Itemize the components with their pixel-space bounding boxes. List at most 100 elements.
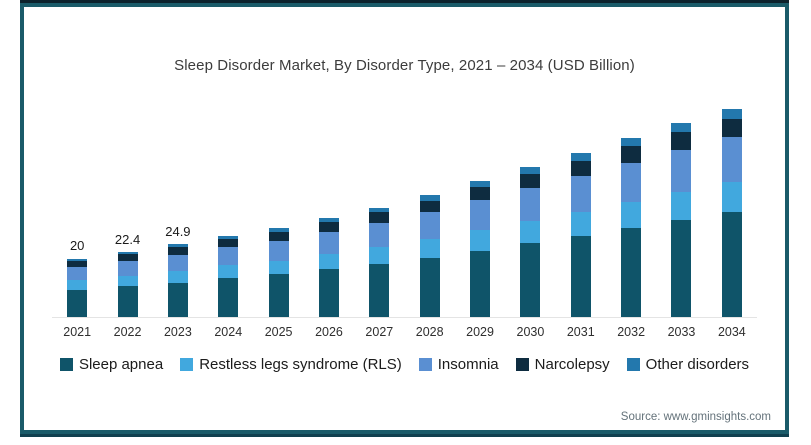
bar-segment-other-disorders bbox=[218, 235, 239, 239]
bar-column-2033 bbox=[656, 102, 706, 317]
x-axis-label-2033: 2033 bbox=[667, 325, 696, 339]
bar-segment-other-disorders bbox=[721, 108, 742, 119]
stacked-bar bbox=[621, 137, 642, 317]
bar-column-2023: 24.9 bbox=[153, 102, 203, 317]
bar-segment-restless-legs-syndrome-rls bbox=[570, 211, 591, 236]
bar-segment-sleep-apnea bbox=[621, 227, 642, 317]
bar-segment-restless-legs-syndrome-rls bbox=[67, 280, 88, 290]
bar-value-label: 22.4 bbox=[114, 231, 141, 247]
bar-segment-insomnia bbox=[419, 212, 440, 240]
bar-segment-other-disorders bbox=[167, 244, 188, 248]
stacked-bar bbox=[268, 228, 289, 317]
x-axis-label-2024: 2024 bbox=[214, 325, 243, 339]
chart-frame: Sleep Disorder Market, By Disorder Type,… bbox=[20, 3, 789, 434]
legend-item-other-disorders: Other disorders bbox=[626, 356, 749, 373]
stacked-bar bbox=[721, 108, 742, 317]
x-axis-label-2026: 2026 bbox=[315, 325, 343, 339]
bar-column-2030 bbox=[505, 102, 555, 317]
bar-segment-sleep-apnea bbox=[318, 269, 339, 317]
bar-segment-restless-legs-syndrome-rls bbox=[419, 239, 440, 258]
bar-segment-insomnia bbox=[721, 137, 742, 183]
bar-segment-restless-legs-syndrome-rls bbox=[721, 182, 742, 213]
bar-segment-narcolepsy bbox=[67, 260, 88, 267]
bar-column-2022: 22.4 bbox=[102, 102, 152, 317]
bar-segment-other-disorders bbox=[117, 251, 138, 255]
bar-segment-other-disorders bbox=[268, 228, 289, 232]
bar-segment-insomnia bbox=[318, 232, 339, 255]
bar-segment-narcolepsy bbox=[621, 146, 642, 163]
bar-column-2028 bbox=[405, 102, 455, 317]
bar-segment-insomnia bbox=[117, 260, 138, 276]
bar-column-2025 bbox=[253, 102, 303, 317]
bar-column-2032 bbox=[606, 102, 656, 317]
legend: Sleep apnea Restless legs syndrome (RLS) I… bbox=[24, 356, 785, 373]
stacked-bar bbox=[520, 167, 541, 317]
stacked-bar bbox=[218, 235, 239, 317]
bar-segment-insomnia bbox=[67, 266, 88, 281]
bar-segment-restless-legs-syndrome-rls bbox=[117, 275, 138, 287]
stacked-bar bbox=[318, 218, 339, 317]
bar-segment-insomnia bbox=[167, 254, 188, 272]
bar-column-2027 bbox=[354, 102, 404, 317]
bar-segment-restless-legs-syndrome-rls bbox=[318, 254, 339, 270]
x-axis-label-2022: 2022 bbox=[113, 325, 142, 339]
bar-segment-insomnia bbox=[621, 162, 642, 202]
legend-swatch-sleep-apnea bbox=[59, 358, 73, 371]
bar-segment-sleep-apnea bbox=[167, 282, 188, 317]
bar-segment-insomnia bbox=[218, 247, 239, 266]
bar-segment-sleep-apnea bbox=[117, 286, 138, 317]
x-axis-label-2027: 2027 bbox=[365, 325, 394, 339]
bar-segment-narcolepsy bbox=[570, 160, 591, 176]
legend-item-restless-legs-syndrome-rls: Restless legs syndrome (RLS) bbox=[180, 356, 402, 373]
bar-segment-narcolepsy bbox=[721, 118, 742, 138]
bar-segment-restless-legs-syndrome-rls bbox=[671, 191, 692, 220]
stacked-bar bbox=[117, 251, 138, 317]
stacked-bar bbox=[369, 207, 390, 317]
legend-item-sleep-apnea: Sleep apnea bbox=[59, 356, 164, 373]
legend-item-insomnia: Insomnia bbox=[418, 356, 499, 373]
bar-segment-narcolepsy bbox=[470, 187, 491, 201]
stacked-bar bbox=[167, 244, 188, 317]
legend-label: Sleep apnea bbox=[78, 356, 164, 373]
bar-segment-narcolepsy bbox=[369, 212, 390, 223]
chart-title: Sleep Disorder Market, By Disorder Type,… bbox=[174, 57, 635, 74]
bar-segment-restless-legs-syndrome-rls bbox=[268, 260, 289, 275]
x-axis-label-2032: 2032 bbox=[617, 325, 646, 339]
bar-column-2021: 20 bbox=[52, 102, 102, 317]
bar-segment-narcolepsy bbox=[268, 231, 289, 241]
bar-column-2026 bbox=[304, 102, 354, 317]
plot-wrap: 20 22.4 24.9 2021 2022 2023 2024 2025 2026 2027 2… bbox=[52, 102, 757, 339]
x-axis-label-2034: 2034 bbox=[717, 325, 746, 339]
bar-segment-sleep-apnea bbox=[419, 257, 440, 317]
bar-segment-sleep-apnea bbox=[218, 278, 239, 317]
plot-area: 20 22.4 24.9 bbox=[52, 102, 757, 318]
bar-segment-narcolepsy bbox=[318, 222, 339, 233]
x-axis-label-2021: 2021 bbox=[63, 325, 92, 339]
bar-segment-sleep-apnea bbox=[67, 289, 88, 317]
legend-swatch-restless-legs-syndrome-rls bbox=[180, 358, 194, 371]
bar-segment-sleep-apnea bbox=[570, 235, 591, 317]
x-axis-label-2025: 2025 bbox=[264, 325, 293, 339]
bar-segment-restless-legs-syndrome-rls bbox=[520, 220, 541, 244]
bar-segment-insomnia bbox=[369, 222, 390, 248]
bar-segment-sleep-apnea bbox=[520, 243, 541, 317]
legend-label: Insomnia bbox=[437, 356, 499, 373]
bar-segment-sleep-apnea bbox=[268, 274, 289, 317]
x-axis-label-2031: 2031 bbox=[566, 325, 595, 339]
bar-column-2034 bbox=[707, 102, 757, 317]
stacked-bar bbox=[419, 195, 440, 317]
bar-segment-other-disorders bbox=[570, 153, 591, 161]
bar-segment-other-disorders bbox=[419, 195, 440, 201]
bar-segment-sleep-apnea bbox=[671, 219, 692, 317]
bar-segment-restless-legs-syndrome-rls bbox=[369, 247, 390, 264]
x-axis: 2021 2022 2023 2024 2025 2026 2027 2028 2029 2030… bbox=[52, 325, 757, 339]
legend-label: Narcolepsy bbox=[534, 356, 610, 373]
bar-column-2029 bbox=[455, 102, 505, 317]
bar-segment-sleep-apnea bbox=[470, 250, 491, 317]
bar-segment-narcolepsy bbox=[167, 247, 188, 255]
bar-segment-restless-legs-syndrome-rls bbox=[621, 201, 642, 228]
bar-segment-narcolepsy bbox=[117, 254, 138, 261]
bar-segment-insomnia bbox=[570, 175, 591, 212]
bar-segment-insomnia bbox=[671, 149, 692, 192]
bar-segment-other-disorders bbox=[67, 258, 88, 261]
